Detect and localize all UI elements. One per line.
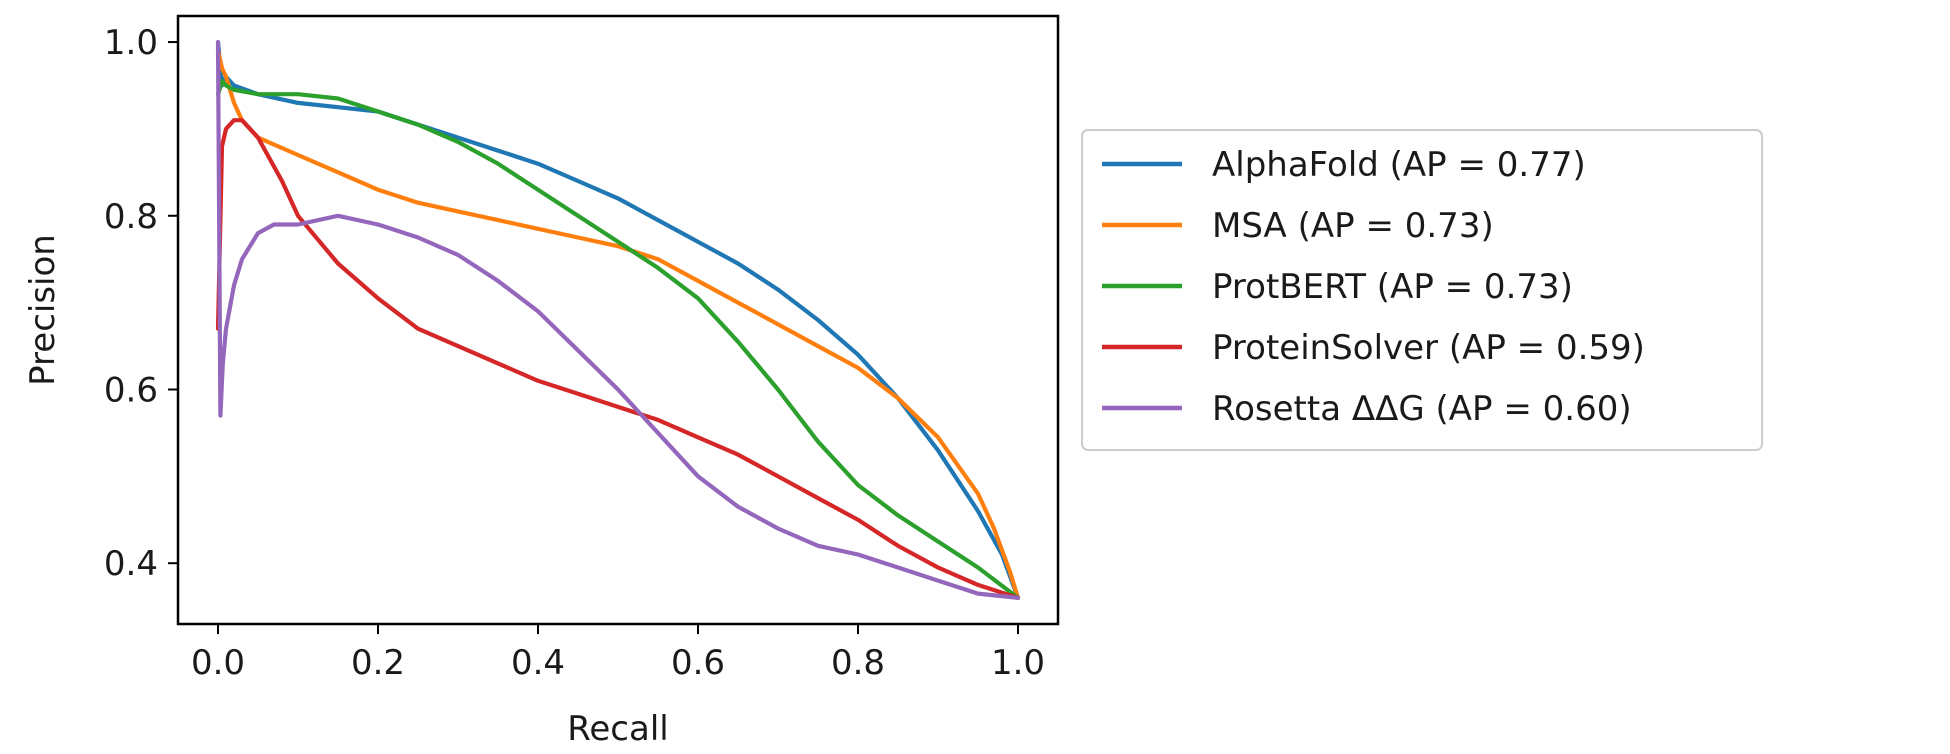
y-tick-label: 0.6 [104, 370, 158, 410]
x-axis: 0.0 0.2 0.4 0.6 0.8 1.0 [191, 624, 1045, 683]
y-tick-label: 0.8 [104, 197, 158, 237]
legend-label-2: ProtBERT (AP = 0.73) [1212, 267, 1573, 307]
y-axis: 0.4 0.6 0.8 1.0 [104, 23, 178, 584]
legend-label-0: AlphaFold (AP = 0.77) [1212, 145, 1586, 185]
x-tick-label: 0.8 [831, 643, 885, 683]
plot-lines [215, 39, 1021, 601]
plot-frame [176, 14, 1060, 626]
series-line-4 [215, 39, 1021, 601]
x-tick-label: 0.2 [351, 643, 405, 683]
x-tick-label: 1.0 [991, 643, 1045, 683]
x-axis-label: Recall [567, 709, 668, 749]
x-tick-label: 0.0 [191, 643, 245, 683]
x-tick-label: 0.4 [511, 643, 565, 683]
series-line-3 [215, 118, 1021, 601]
y-tick-label: 1.0 [104, 23, 158, 63]
legend-items: AlphaFold (AP = 0.77) MSA (AP = 0.73) Prot… [1102, 145, 1645, 429]
legend-frame [1081, 129, 1763, 451]
legend-label-1: MSA (AP = 0.73) [1212, 206, 1494, 246]
legend-label-4: Rosetta ΔΔG (AP = 0.60) [1212, 389, 1632, 429]
legend: AlphaFold (AP = 0.77) MSA (AP = 0.73) Prot… [1081, 129, 1763, 451]
y-tick-label: 0.4 [104, 544, 158, 584]
x-tick-label: 0.6 [671, 643, 725, 683]
series-line-2 [215, 78, 1021, 601]
legend-label-3: ProteinSolver (AP = 0.59) [1212, 328, 1645, 368]
y-axis-label: Precision [23, 234, 63, 386]
